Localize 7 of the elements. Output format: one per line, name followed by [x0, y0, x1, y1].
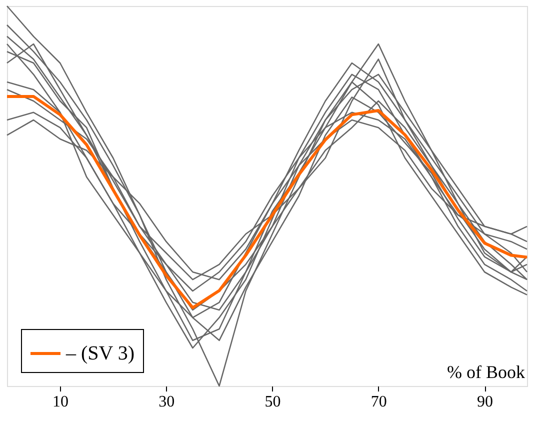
x-tick-label: 90 [477, 394, 494, 410]
x-tick-label: 50 [264, 394, 281, 410]
annotation: % of Book [447, 362, 525, 382]
legend-label: – (SV 3) [65, 342, 135, 364]
x-tick-label: 10 [52, 394, 69, 410]
x-tick-label: 30 [158, 394, 175, 410]
x-tick-label: 70 [370, 394, 387, 410]
